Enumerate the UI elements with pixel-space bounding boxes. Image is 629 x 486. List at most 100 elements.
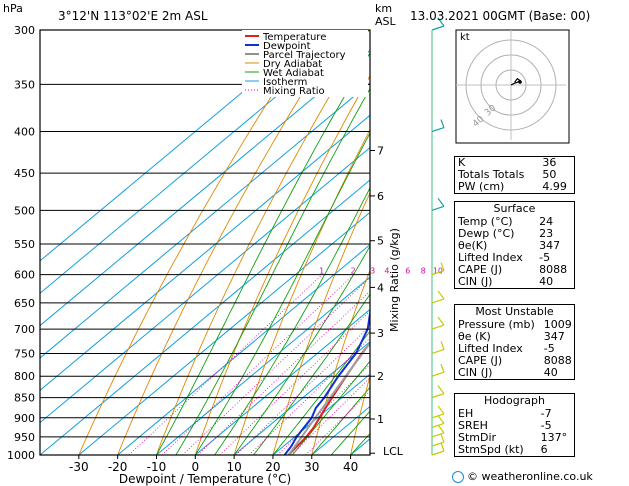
isotherm-line: [40, 30, 357, 294]
hodograph-unit-label: kt: [460, 32, 470, 43]
index-row-k: K 36: [458, 156, 557, 169]
isotherm-line: [233, 341, 370, 455]
wind-barb-flag: [440, 341, 445, 350]
isotherm-line: [272, 373, 370, 455]
wind-barb-shaft: [431, 441, 445, 447]
wind-barb-shaft: [431, 25, 445, 31]
wind-barb: [431, 316, 445, 330]
wind-barb-flag: [437, 290, 445, 300]
wind-barb-shaft: [431, 324, 445, 330]
isotherm-line: [40, 49, 370, 327]
isotherm-line: [40, 179, 370, 455]
km-tick-label: 3: [377, 327, 384, 340]
pressure-tick-label: 550: [14, 238, 35, 251]
pressure-tick-label: 800: [14, 370, 35, 383]
wind-barb: [431, 364, 445, 377]
wind-barb-shaft: [431, 432, 445, 438]
indices-panel: K 36 Totals Totals 50 PW (cm) 4.99: [454, 156, 575, 194]
wet-adiabat-line: [292, 360, 370, 455]
x-axis-label: Dewpoint / Temperature (°C): [119, 472, 291, 486]
wind-barb: [431, 17, 445, 31]
wind-barb-shaft: [431, 126, 445, 133]
wind-barb-shaft: [431, 393, 445, 399]
wind-barb-flag: [440, 262, 445, 271]
pressure-tick-label: 900: [14, 412, 35, 425]
pressure-tick-label: 300: [14, 24, 35, 37]
legend-label: Isotherm: [263, 77, 307, 88]
x-tick-label: 40: [343, 460, 358, 474]
isotherm-line: [40, 146, 370, 424]
dry-adiabat-line: [350, 374, 370, 455]
wind-barb-shaft: [431, 371, 445, 377]
pressure-tick-label: 600: [14, 269, 35, 282]
wind-barb-flag: [440, 433, 445, 443]
pressure-tick-label: 700: [14, 323, 35, 336]
km-label: km: [375, 2, 393, 15]
datetime-header: 13.03.2021 00GMT (Base: 00): [410, 9, 591, 23]
mixing-ratio-label: 2: [351, 267, 356, 276]
legend-label: Wet Adiabat: [263, 68, 324, 79]
wind-barb-flag: [437, 316, 445, 326]
legend-label: Temperature: [262, 32, 326, 43]
mixing-ratio-line: [248, 337, 370, 455]
x-tick-label: -30: [69, 460, 89, 474]
km-tick-label: 5: [377, 235, 384, 248]
y2-axis-label: Mixing Ratio (g/kg): [388, 228, 401, 332]
wind-barb-shaft: [431, 298, 445, 304]
legend-label: Dewpoint: [263, 41, 311, 52]
x-tick-label: -20: [108, 460, 128, 474]
mixing-ratio-label: 8: [421, 267, 426, 276]
wind-barb-shaft: [431, 413, 445, 419]
hodograph-panel: Hodograph EH -7 SREH -5 StmDir 137° StmSpd …: [454, 393, 575, 457]
wind-barb-shaft: [431, 270, 445, 276]
wind-barb-flag: [437, 385, 445, 394]
most-unstable-title: Most Unstable: [475, 305, 554, 318]
dry-adiabat-line: [584, 30, 629, 455]
pressure-tick-label: 350: [14, 78, 35, 91]
wind-barb-shaft: [431, 450, 445, 456]
wind-barb: [431, 442, 445, 456]
station-info: 3°12'N 113°02'E 2m ASL: [58, 9, 208, 23]
wind-barb: [431, 197, 445, 211]
km-tick-label: 1: [377, 413, 384, 426]
wind-barb: [431, 290, 445, 304]
isotherm-line: [40, 30, 318, 262]
index-row-pw: PW (cm) 4.99: [458, 180, 567, 193]
km-tick-label: 6: [377, 190, 384, 203]
wet-adiabat-line: [272, 330, 370, 455]
hodograph-storm-point: [518, 80, 522, 84]
isotherm-line: [156, 276, 370, 455]
x-tick-label: 0: [191, 460, 199, 474]
mixing-ratio-label: 10: [433, 267, 443, 276]
mixing-ratio-label: 4: [384, 267, 389, 276]
pressure-tick-label: 450: [14, 167, 35, 180]
wind-barb: [431, 415, 445, 429]
isotherm-line: [40, 114, 370, 391]
isotherm-line: [117, 244, 370, 455]
wind-barb-flag: [437, 197, 445, 207]
wind-barb-flag: [437, 17, 445, 27]
mixing-ratio-line: [161, 274, 354, 455]
km-tick-label: 4: [377, 281, 384, 294]
index-row-totals: Totals Totals 50: [458, 168, 557, 181]
isotherm-line: [40, 82, 370, 359]
wind-barb-shaft: [431, 205, 445, 211]
wind-barb: [431, 262, 445, 276]
pressure-tick-label: 950: [14, 431, 35, 444]
most-unstable-panel: Most Unstable Pressure (mb) 1009 θe (K) 34…: [454, 304, 575, 380]
hpa-label: hPa: [3, 2, 23, 15]
legend-box: [242, 30, 368, 97]
mixing-ratio-label: 1: [319, 267, 324, 276]
plot-frame: [39, 29, 371, 456]
mixing-ratio-label: 6: [405, 267, 410, 276]
km-tick-label: 2: [377, 370, 384, 383]
x-tick-label: -10: [147, 460, 167, 474]
wind-barb-flag: [437, 405, 445, 415]
x-tick-label: 10: [226, 460, 241, 474]
hodograph-frame: [455, 29, 570, 144]
isotherm-line: [194, 308, 370, 455]
credit[interactable]: © weatheronline.co.uk: [452, 470, 593, 483]
